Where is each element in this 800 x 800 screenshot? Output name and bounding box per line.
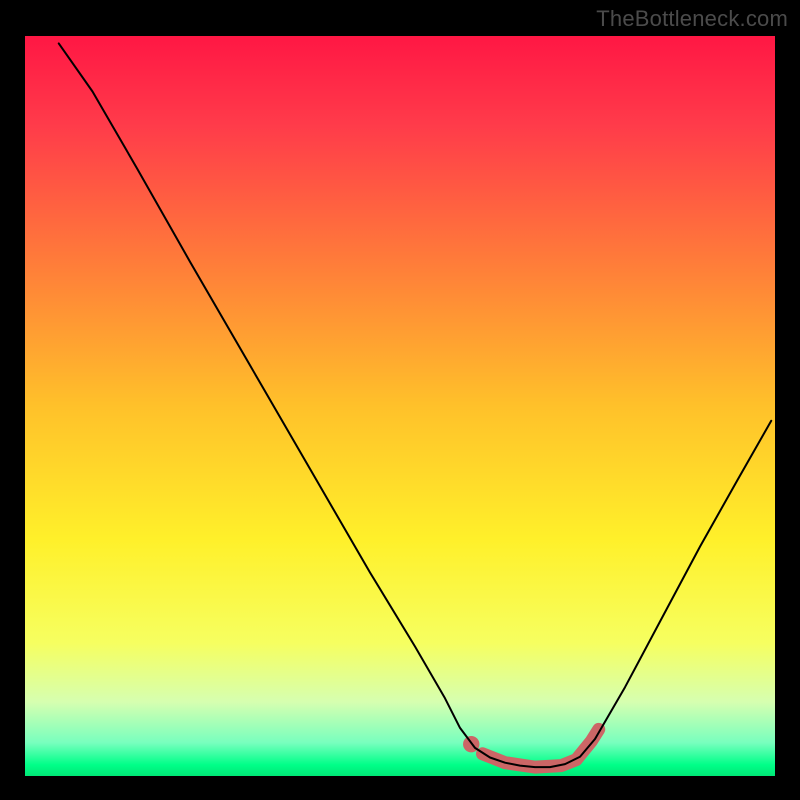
- attribution-text: TheBottleneck.com: [596, 6, 788, 32]
- plot-area: [25, 36, 775, 776]
- gradient-background: [25, 36, 775, 776]
- chart-container: TheBottleneck.com: [0, 0, 800, 800]
